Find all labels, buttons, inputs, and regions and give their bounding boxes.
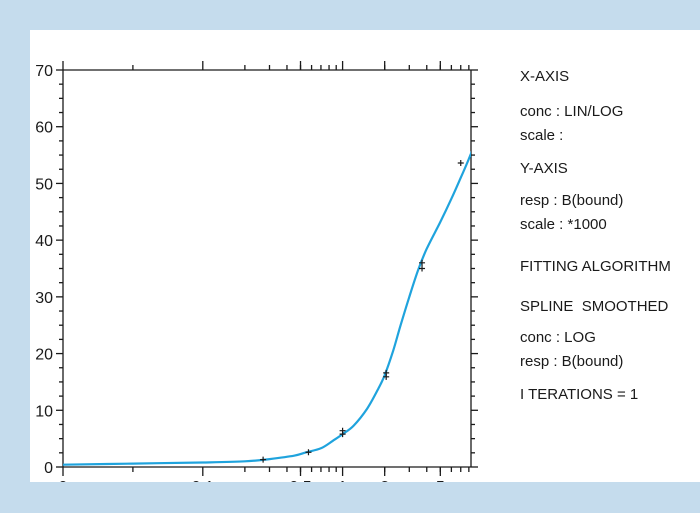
- x-tick-label: 5: [436, 479, 445, 482]
- y-tick-label: 20: [35, 347, 53, 364]
- data-point-marker: [419, 265, 426, 272]
- data-point-marker: [305, 449, 312, 456]
- data-point-marker: [419, 259, 426, 266]
- x-axis-scale: scale :: [520, 127, 564, 144]
- y-tick-label: 60: [35, 120, 53, 137]
- x-tick-label: 0.5: [289, 479, 311, 482]
- fitting-method: SPLINE SMOOTHED: [520, 298, 669, 315]
- fitting-resp: resp : B(bound): [520, 353, 624, 370]
- x-tick-label: 1: [338, 479, 347, 482]
- y-axis-heading: Y-AXIS: [520, 160, 568, 177]
- fitting-conc: conc : LOG: [520, 329, 596, 346]
- data-point-marker: [339, 427, 346, 434]
- y-axis-scale: scale : *1000: [520, 216, 607, 233]
- fitted-curve: [63, 150, 471, 466]
- x-axis-heading: X-AXIS: [520, 68, 570, 85]
- y-tick-label: 10: [35, 403, 53, 420]
- iterations-label: I TERATIONS = 1: [520, 386, 639, 403]
- y-tick-label: 50: [35, 176, 53, 193]
- data-point-marker: [457, 160, 464, 167]
- y-tick-label: 0: [44, 460, 53, 477]
- y-tick-label: 30: [35, 290, 53, 307]
- x-tick-label: 2: [380, 479, 389, 482]
- data-point-marker: [260, 456, 267, 463]
- x-tick-label: 0.1: [192, 479, 214, 482]
- x-axis-conc: conc : LIN/LOG: [520, 103, 624, 120]
- chart-svg: 0 10 20 30 40 50 60 70 0 0.1 0.5 1 2 5: [35, 61, 478, 482]
- fitting-algorithm-heading: FITTING ALGORITHM: [520, 258, 671, 275]
- chart-frame: 0 10 20 30 40 50 60 70 0 0.1 0.5 1 2 5 X-AXIS conc : …: [30, 30, 700, 482]
- data-point-marker: [383, 369, 390, 376]
- y-tick-label: 40: [35, 233, 53, 250]
- y-axis-resp: resp : B(bound): [520, 192, 624, 209]
- y-tick-label: 70: [35, 63, 53, 80]
- x-tick-label: 0: [59, 479, 68, 482]
